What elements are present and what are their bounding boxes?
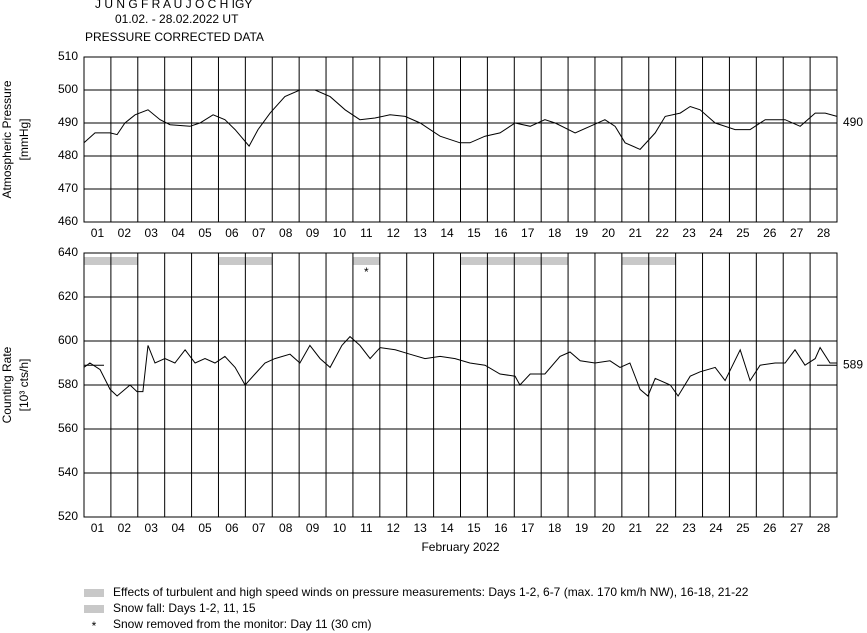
x-tick-label: 18 — [548, 521, 562, 535]
x-tick-label: 19 — [575, 521, 589, 535]
reference-label: 589 — [843, 357, 863, 371]
x-tick-label: 10 — [333, 226, 347, 240]
x-tick-label: 12 — [387, 521, 401, 535]
reference-label: 490 — [843, 115, 863, 129]
x-tick-label: 03 — [145, 521, 159, 535]
x-tick-label: 05 — [198, 226, 212, 240]
legend-text: Snow fall: Days 1-2, 11, 15 — [113, 601, 256, 615]
x-tick-label: 02 — [118, 521, 132, 535]
x-tick-label: 12 — [387, 226, 401, 240]
x-tick-label: 25 — [736, 226, 750, 240]
x-tick-label: 28 — [817, 226, 831, 240]
x-tick-label: 15 — [467, 226, 481, 240]
x-tick-label: 16 — [494, 226, 508, 240]
x-tick-label: 08 — [279, 226, 293, 240]
x-tick-label: 19 — [575, 226, 589, 240]
y-tick-label: 460 — [58, 214, 78, 228]
x-tick-label: 09 — [306, 521, 320, 535]
y-tick-label: 540 — [58, 465, 78, 479]
event-marker: * — [364, 265, 369, 279]
x-axis-label: February 2022 — [421, 540, 499, 554]
x-tick-label: 10 — [333, 521, 347, 535]
y-tick-label: 560 — [58, 421, 78, 435]
x-tick-label: 01 — [91, 226, 105, 240]
y-tick-label: 580 — [58, 377, 78, 391]
x-tick-label: 28 — [817, 521, 831, 535]
x-tick-label: 15 — [467, 521, 481, 535]
x-tick-label: 20 — [602, 226, 616, 240]
x-tick-label: 16 — [494, 521, 508, 535]
x-tick-label: 01 — [91, 521, 105, 535]
y-tick-label: 490 — [58, 115, 78, 129]
x-tick-label: 06 — [225, 226, 239, 240]
x-tick-label: 27 — [790, 521, 804, 535]
x-tick-label: 21 — [629, 226, 643, 240]
x-tick-label: 14 — [440, 226, 454, 240]
x-tick-label: 04 — [171, 226, 185, 240]
legend-text: Snow removed from the monitor: Day 11 (3… — [113, 617, 372, 631]
x-tick-label: 25 — [736, 521, 750, 535]
chart-subtitle: 01.02. - 28.02.2022 UT — [115, 12, 239, 26]
x-tick-label: 11 — [360, 226, 373, 240]
x-tick-label: 14 — [440, 521, 454, 535]
x-tick-label: 17 — [521, 521, 535, 535]
x-tick-label: 08 — [279, 521, 293, 535]
x-tick-label: 06 — [225, 521, 239, 535]
event-band — [352, 257, 380, 265]
x-tick-label: 02 — [118, 226, 132, 240]
y-tick-label: 620 — [58, 289, 78, 303]
x-tick-label: 26 — [763, 521, 777, 535]
y-axis-label: [mmHg] — [17, 119, 31, 161]
x-tick-label: 20 — [602, 521, 616, 535]
x-tick-label: 23 — [682, 226, 696, 240]
y-tick-label: 600 — [58, 333, 78, 347]
x-tick-label: 22 — [656, 226, 670, 240]
legend-swatch — [84, 589, 104, 597]
data-line — [83, 335, 837, 397]
x-tick-label: 13 — [413, 521, 427, 535]
x-tick-label: 17 — [521, 226, 535, 240]
x-tick-label: 23 — [682, 521, 696, 535]
data-line — [83, 89, 838, 151]
y-tick-label: 640 — [58, 245, 78, 259]
x-tick-label: 07 — [252, 226, 266, 240]
chart-title: J U N G F R A U J O C H IGY — [95, 0, 252, 11]
y-tick-label: 480 — [58, 148, 78, 162]
x-tick-label: 24 — [709, 521, 723, 535]
x-tick-label: 26 — [763, 226, 777, 240]
legend-symbol: * — [92, 619, 97, 633]
x-tick-label: 04 — [171, 521, 185, 535]
x-tick-label: 18 — [548, 226, 562, 240]
y-tick-label: 510 — [58, 49, 78, 63]
y-axis-label: Atmospheric Pressure — [0, 80, 14, 198]
x-tick-label: 24 — [709, 226, 723, 240]
x-tick-label: 13 — [413, 226, 427, 240]
x-tick-label: 22 — [656, 521, 670, 535]
y-axis-label: Counting Rate — [0, 346, 14, 423]
y-axis-label: [10³ cts/h] — [17, 359, 31, 412]
x-tick-label: 27 — [790, 226, 804, 240]
x-tick-label: 21 — [629, 521, 643, 535]
y-tick-label: 470 — [58, 181, 78, 195]
y-tick-label: 520 — [58, 509, 78, 523]
x-tick-label: 07 — [252, 521, 266, 535]
x-tick-label: 03 — [145, 226, 159, 240]
x-tick-label: 11 — [360, 521, 373, 535]
x-tick-label: 09 — [306, 226, 320, 240]
x-tick-label: 05 — [198, 521, 212, 535]
chart-note: PRESSURE CORRECTED DATA — [85, 30, 264, 44]
y-tick-label: 500 — [58, 82, 78, 96]
legend-text: Effects of turbulent and high speed wind… — [113, 585, 749, 599]
legend-swatch — [84, 605, 104, 613]
